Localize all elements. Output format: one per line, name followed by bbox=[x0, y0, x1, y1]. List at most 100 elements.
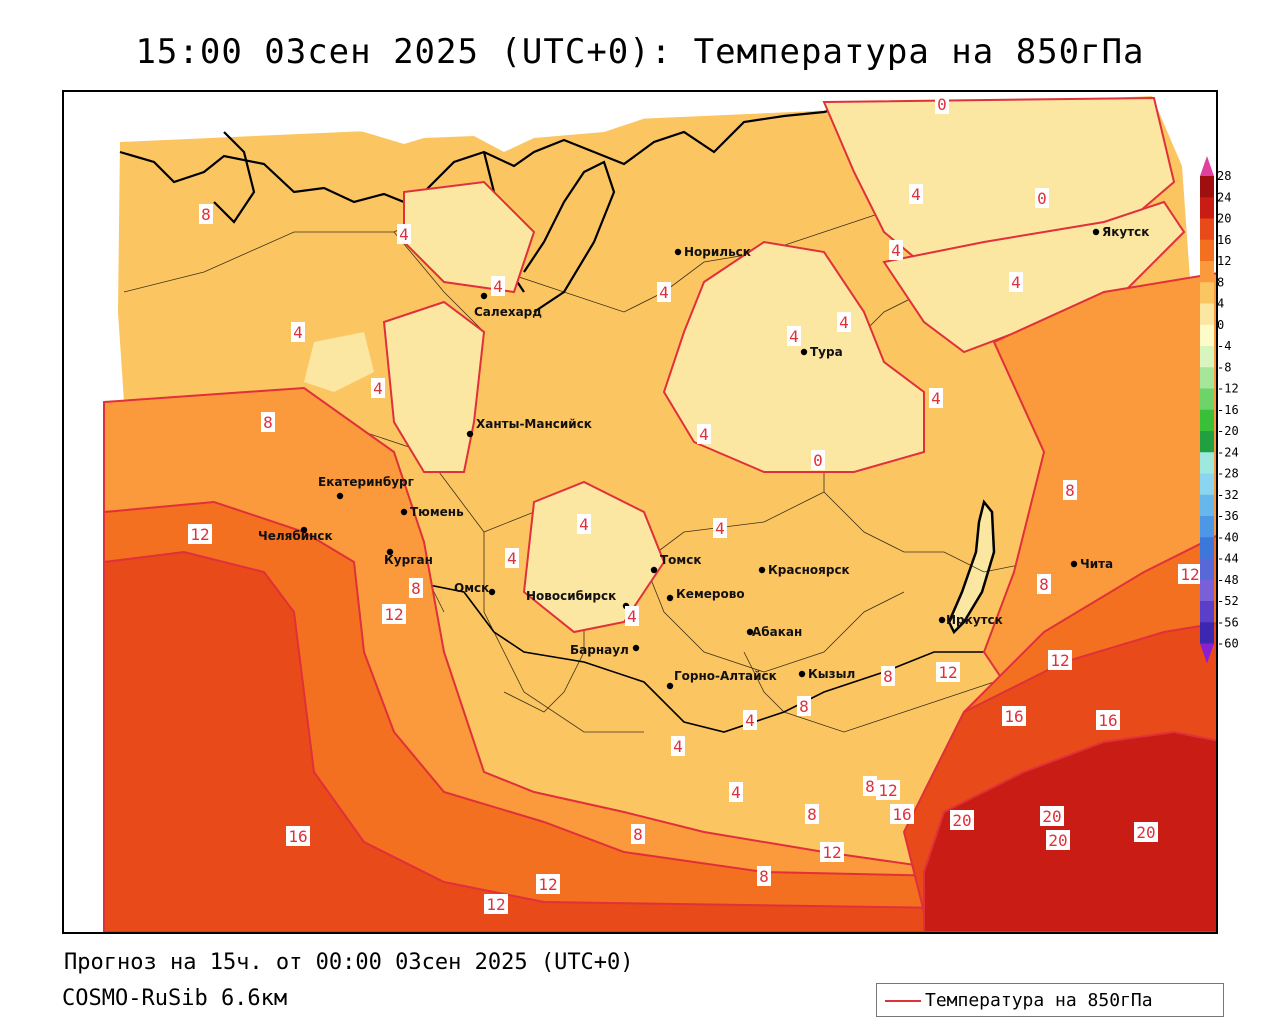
isotherm-label: 16 bbox=[286, 826, 310, 846]
isotherm-value: 0 bbox=[1037, 189, 1047, 208]
colorbar-segment bbox=[1200, 239, 1214, 262]
legend-label: Температура на 850гПа bbox=[925, 990, 1153, 1011]
isotherm-value: 0 bbox=[937, 95, 947, 114]
isotherm-value: 20 bbox=[1042, 807, 1061, 826]
city-dot-barnaul bbox=[632, 644, 640, 652]
isotherm-label: 8 bbox=[261, 412, 275, 432]
city-label-chel: Челябинск bbox=[258, 529, 333, 543]
legend: Температура на 850гПа bbox=[876, 983, 1224, 1017]
colorbar-segment bbox=[1200, 197, 1214, 219]
isotherm-label: 20 bbox=[950, 810, 974, 830]
isotherm-label: 4 bbox=[397, 224, 411, 244]
isotherm-value: 4 bbox=[293, 323, 303, 342]
isotherm-label: 0 bbox=[811, 450, 825, 470]
colorbar-scale: 28 24 20 16 12 8 4 0 -4 -8 -12 -16 -20 -24 -28 -32 -36 -4… bbox=[1200, 156, 1239, 664]
isotherm-value: 12 bbox=[538, 875, 557, 894]
isotherm-label: 12 bbox=[936, 662, 960, 682]
isotherm-value: 12 bbox=[1180, 565, 1199, 584]
isotherm-value: 12 bbox=[822, 843, 841, 862]
isotherm-value: 4 bbox=[891, 241, 901, 260]
legend-line-swatch bbox=[885, 1000, 921, 1002]
colorbar-segment bbox=[1200, 367, 1214, 389]
city-dot-chita bbox=[1070, 560, 1078, 568]
isotherm-value: 4 bbox=[507, 549, 517, 568]
colorbar-bottom-arrow bbox=[1200, 643, 1214, 664]
colorbar-tick-label: -12 bbox=[1217, 382, 1239, 396]
colorbar-tick-label: -24 bbox=[1217, 445, 1239, 459]
isotherm-label: 12 bbox=[876, 780, 900, 800]
city-markers: Норильск Якутск Салехард Тура Ханты-Мансийск… bbox=[258, 225, 1149, 690]
isotherm-value: 16 bbox=[892, 805, 911, 824]
isotherm-value: 4 bbox=[699, 425, 709, 444]
city-label-tura: Тура bbox=[810, 345, 843, 359]
colorbar-tick-label: -40 bbox=[1217, 530, 1239, 544]
isotherm-label: 8 bbox=[199, 204, 213, 224]
isotherm-label: 8 bbox=[881, 666, 895, 686]
isotherm-value: 12 bbox=[486, 895, 505, 914]
colorbar-tick-label: -44 bbox=[1217, 552, 1239, 566]
isotherm-value: 20 bbox=[952, 811, 971, 830]
isotherm-label: 8 bbox=[631, 824, 645, 844]
colorbar-tick-label: -36 bbox=[1217, 509, 1239, 523]
city-dot-kyzyl bbox=[798, 670, 806, 678]
colorbar-tick-label: 4 bbox=[1217, 297, 1224, 311]
isotherm-label: 12 bbox=[188, 524, 212, 544]
colorbar-segment bbox=[1200, 452, 1214, 474]
isotherm-value: 4 bbox=[373, 379, 383, 398]
city-label-tyumen: Тюмень bbox=[410, 505, 464, 519]
temperature-map[interactable]: Норильск Якутск Салехард Тура Ханты-Мансийск… bbox=[62, 90, 1218, 934]
isotherm-value: 4 bbox=[931, 389, 941, 408]
colorbar-segment bbox=[1200, 176, 1214, 198]
colorbar-tick-label: 20 bbox=[1217, 212, 1231, 226]
isotherm-value: 8 bbox=[263, 413, 273, 432]
isotherm-value: 8 bbox=[411, 579, 421, 598]
colorbar-segment bbox=[1200, 218, 1214, 241]
isotherm-value: 4 bbox=[659, 283, 669, 302]
isotherm-label: 4 bbox=[837, 312, 851, 332]
isotherm-label: 4 bbox=[929, 388, 943, 408]
city-label-chita: Чита bbox=[1080, 557, 1113, 571]
isotherm-label: 8 bbox=[805, 804, 819, 824]
city-label-salekhard: Салехард bbox=[474, 305, 542, 319]
city-label-tomsk: Томск bbox=[660, 553, 702, 567]
isotherm-label: 8 bbox=[1037, 574, 1051, 594]
isotherm-value: 16 bbox=[288, 827, 307, 846]
isotherm-value: 16 bbox=[1098, 711, 1117, 730]
colorbar-segment bbox=[1200, 261, 1214, 283]
isotherm-label: 16 bbox=[1002, 706, 1026, 726]
city-dot-tura bbox=[800, 348, 808, 356]
isotherm-label: 4 bbox=[291, 322, 305, 342]
colorbar-segment bbox=[1200, 346, 1214, 368]
colorbar-segment bbox=[1200, 558, 1214, 581]
colorbar-segment bbox=[1200, 303, 1214, 326]
city-label-omsk: Омск bbox=[454, 581, 489, 595]
city-dot-tomsk bbox=[650, 566, 658, 574]
colorbar-tick-label: 8 bbox=[1217, 275, 1224, 289]
isotherm-value: 4 bbox=[493, 277, 503, 296]
isotherm-value: 4 bbox=[715, 519, 725, 538]
isotherm-label: 8 bbox=[1063, 480, 1077, 500]
city-dot-kurgan bbox=[386, 548, 394, 556]
isotherm-value: 4 bbox=[745, 711, 755, 730]
isotherm-label: 16 bbox=[1096, 710, 1120, 730]
colorbar-tick-label: -56 bbox=[1217, 615, 1239, 629]
colorbar-tick-label: -28 bbox=[1217, 467, 1239, 481]
isotherm-label: 8 bbox=[757, 866, 771, 886]
city-label-ekb: Екатеринбург bbox=[318, 475, 414, 489]
city-dot-chel bbox=[300, 526, 308, 534]
colorbar-tick-label: -52 bbox=[1217, 594, 1239, 608]
map-title: 15:00 03сен 2025 (UTC+0): Температура на… bbox=[135, 32, 1145, 72]
colorbar-tick-label: 24 bbox=[1217, 190, 1231, 204]
isotherm-value: 8 bbox=[865, 777, 875, 796]
colorbar-tick-label: 12 bbox=[1217, 254, 1231, 268]
isotherm-value: 4 bbox=[1011, 273, 1021, 292]
colorbar-tick-label: -4 bbox=[1217, 339, 1231, 353]
isotherm-label: 12 bbox=[820, 842, 844, 862]
colorbar-tick-label: -20 bbox=[1217, 424, 1239, 438]
isotherm-value: 8 bbox=[1039, 575, 1049, 594]
map-canvas: Норильск Якутск Салехард Тура Ханты-Мансийск… bbox=[64, 92, 1216, 932]
isotherm-value: 16 bbox=[1004, 707, 1023, 726]
isotherm-value: 12 bbox=[190, 525, 209, 544]
isotherm-label: 4 bbox=[491, 276, 505, 296]
